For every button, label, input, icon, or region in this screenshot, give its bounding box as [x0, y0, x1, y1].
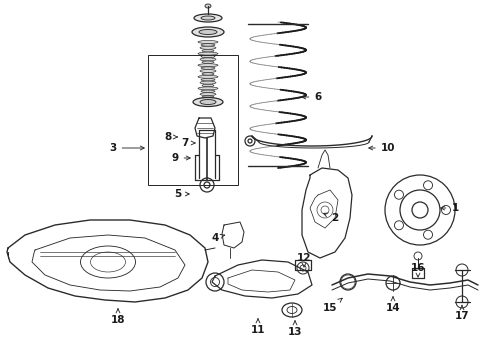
Ellipse shape	[200, 46, 216, 49]
Ellipse shape	[201, 44, 215, 46]
Ellipse shape	[198, 64, 218, 67]
Ellipse shape	[201, 16, 215, 20]
Ellipse shape	[202, 84, 214, 87]
Ellipse shape	[201, 67, 215, 69]
Ellipse shape	[198, 41, 218, 44]
Ellipse shape	[198, 87, 218, 90]
Ellipse shape	[202, 73, 214, 75]
Text: 1: 1	[441, 203, 459, 213]
Ellipse shape	[200, 69, 216, 72]
Text: 13: 13	[288, 321, 302, 337]
Text: 6: 6	[302, 92, 321, 102]
Ellipse shape	[202, 49, 214, 52]
Text: 15: 15	[323, 298, 342, 313]
Ellipse shape	[201, 78, 215, 81]
Text: 16: 16	[411, 263, 425, 277]
Text: 10: 10	[369, 143, 395, 153]
Ellipse shape	[198, 75, 218, 78]
Ellipse shape	[192, 27, 224, 37]
Text: 2: 2	[323, 213, 339, 223]
Bar	[148, 55, 238, 185]
Text: 11: 11	[251, 319, 265, 335]
Text: 14: 14	[386, 297, 400, 313]
Ellipse shape	[193, 98, 223, 107]
Text: 12: 12	[297, 253, 311, 267]
Text: 9: 9	[172, 153, 190, 163]
Ellipse shape	[201, 90, 215, 93]
Text: 8: 8	[164, 132, 177, 142]
Text: 5: 5	[174, 189, 189, 199]
Text: 17: 17	[455, 305, 469, 321]
Text: 18: 18	[111, 309, 125, 325]
Ellipse shape	[200, 58, 216, 61]
Text: 7: 7	[181, 138, 195, 148]
Text: 3: 3	[109, 143, 144, 153]
Ellipse shape	[198, 52, 218, 55]
Ellipse shape	[199, 30, 217, 35]
Ellipse shape	[200, 81, 216, 84]
Ellipse shape	[202, 61, 214, 64]
Ellipse shape	[202, 96, 214, 98]
Ellipse shape	[194, 14, 222, 22]
Ellipse shape	[205, 4, 211, 8]
Ellipse shape	[200, 99, 216, 104]
Ellipse shape	[200, 93, 216, 96]
Text: 4: 4	[211, 233, 224, 243]
Ellipse shape	[201, 55, 215, 58]
